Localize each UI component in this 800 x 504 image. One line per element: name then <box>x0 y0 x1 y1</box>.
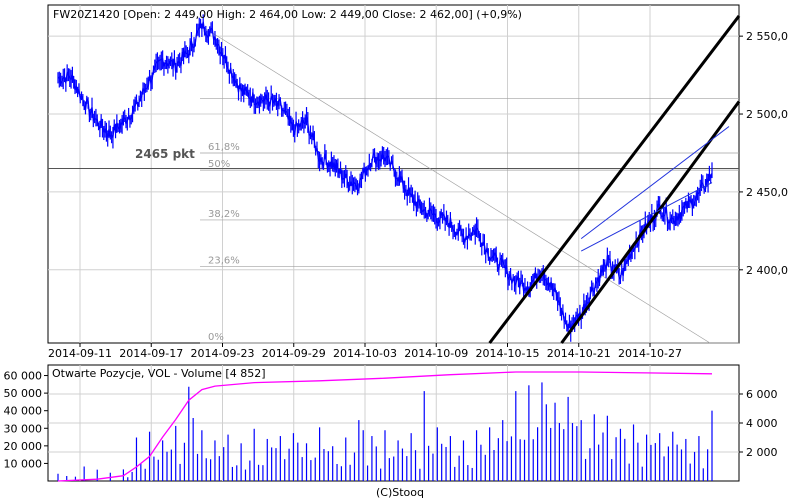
price-y-tick-label: 2 550,0 <box>746 30 788 43</box>
volume-chart-title: Otwarte Pozycje, VOL - Volume [4 852] <box>52 367 266 380</box>
price-x-tick-label: 2014-10-09 <box>404 347 468 360</box>
retracement-diagonal <box>199 24 711 344</box>
fibonacci-label: 0% <box>208 332 224 343</box>
price-chart-title: FW20Z1420 [Open: 2 449,00 High: 2 464,00… <box>53 8 522 21</box>
volume-left-tick-label: 40 000 <box>4 405 43 418</box>
price-y-tick-label: 2 400,0 <box>746 264 788 277</box>
volume-left-tick-label: 20 000 <box>4 440 43 453</box>
level-label: 2465 pkt <box>135 147 195 161</box>
fibonacci-lines: 61,8% 50% 38,2% 23,6% 0% <box>48 24 739 344</box>
trendline-thin-lower <box>580 182 713 252</box>
open-interest-path <box>57 371 713 482</box>
price-line <box>57 21 713 332</box>
fibonacci-label: 23,6% <box>208 256 240 267</box>
price-x-tick-label: 2014-09-17 <box>119 347 183 360</box>
channel-upper-line <box>488 14 741 344</box>
volume-bars <box>57 382 713 481</box>
volume-left-tick-label: 60 000 <box>4 370 43 383</box>
fibonacci-label: 50% <box>208 159 230 170</box>
volume-left-axis: 60 000 50 000 40 000 30 000 20 000 10 000 <box>4 370 48 470</box>
price-x-tick-label: 2014-10-21 <box>547 347 611 360</box>
price-x-tick-label: 2014-10-15 <box>476 347 540 360</box>
price-y-tick-label: 2 450,0 <box>746 186 788 199</box>
price-y-axis: 2 550,0 2 500,0 2 450,0 2 400,0 <box>739 30 788 277</box>
volume-right-tick-label: 6 000 <box>746 388 778 401</box>
price-series <box>57 14 713 342</box>
volume-right-axis: 6 000 4 000 2 000 <box>739 388 778 459</box>
volume-left-tick-label: 10 000 <box>4 457 43 470</box>
volume-left-tick-label: 50 000 <box>4 387 43 400</box>
trendline-thin-upper <box>580 126 730 240</box>
footer-credit: (C)Stooq <box>376 486 424 499</box>
price-x-tick-label: 2014-09-11 <box>48 347 112 360</box>
fibonacci-label: 38,2% <box>208 209 240 220</box>
price-y-tick-label: 2 500,0 <box>746 108 788 121</box>
open-interest-line <box>57 371 713 482</box>
price-x-tick-label: 2014-10-27 <box>618 347 682 360</box>
price-x-tick-label: 2014-09-29 <box>262 347 326 360</box>
price-x-tick-label: 2014-10-03 <box>333 347 397 360</box>
price-x-tick-label: 2014-09-23 <box>191 347 255 360</box>
price-x-axis: 2014-09-11 2014-09-17 2014-09-23 2014-09-29… <box>48 343 682 360</box>
volume-right-tick-label: 2 000 <box>746 446 778 459</box>
volume-left-tick-label: 30 000 <box>4 422 43 435</box>
trend-lines <box>488 14 741 344</box>
fibonacci-label: 61,8% <box>208 142 240 153</box>
volume-right-tick-label: 4 000 <box>746 417 778 430</box>
